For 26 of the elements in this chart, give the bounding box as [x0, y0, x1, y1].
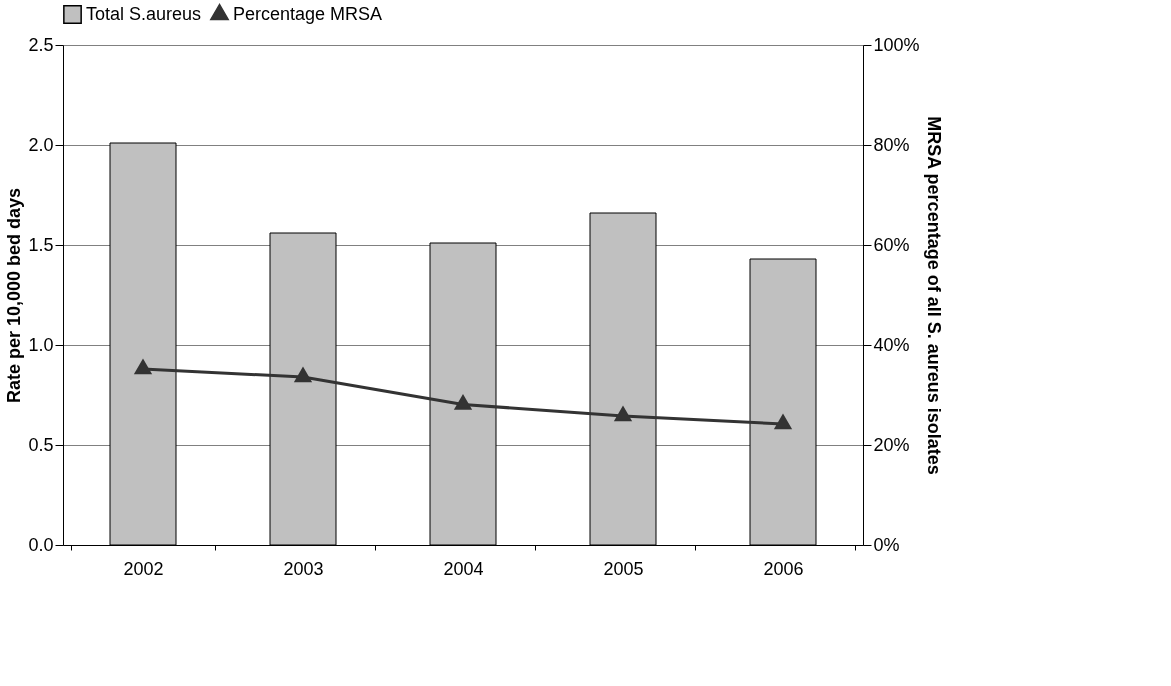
legend-label: Total S.aureus — [86, 3, 202, 24]
y2-tick-label: 20% — [873, 434, 910, 455]
x-tick-label: 2002 — [123, 558, 164, 579]
point — [614, 406, 632, 422]
y2-tick-label: 60% — [873, 234, 910, 255]
y2-tick-label: 0% — [873, 534, 900, 555]
y2-tick-label: 40% — [873, 334, 910, 355]
y-tick-label: 0.0 — [28, 534, 54, 555]
y-tick-label: 1.0 — [28, 334, 54, 355]
x-tick-label: 2003 — [283, 558, 324, 579]
y-tick-label: 2.5 — [28, 34, 54, 55]
y2-tick-label: 100% — [873, 34, 920, 55]
point — [134, 359, 152, 375]
x-tick-label: 2004 — [443, 558, 484, 579]
legend-label: Percentage MRSA — [233, 3, 383, 24]
point — [454, 394, 472, 410]
y2-axis-title: MRSA percentage of all S. aureus isolates — [923, 116, 944, 475]
y2-tick-label: 80% — [873, 134, 910, 155]
y-tick-label: 2.0 — [28, 134, 54, 155]
x-tick-label: 2006 — [763, 558, 804, 579]
y-tick-label: 0.5 — [28, 434, 54, 455]
x-tick-label: 2005 — [603, 558, 644, 579]
y-tick-label: 1.5 — [28, 234, 54, 255]
point — [294, 367, 312, 383]
point — [774, 414, 792, 430]
y-axis-title: Rate per 10,000 bed days — [4, 187, 25, 404]
